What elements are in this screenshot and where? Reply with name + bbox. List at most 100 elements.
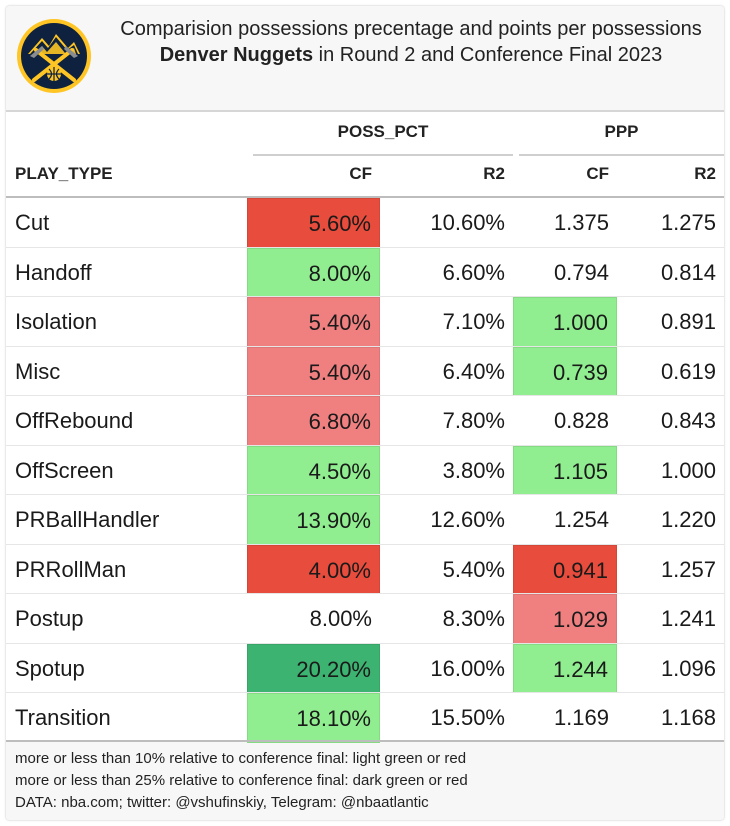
cell-poss-cf: 8.00% — [309, 606, 372, 631]
row-play-type: Transition — [15, 705, 111, 730]
row-divider — [6, 593, 724, 594]
row-divider — [6, 246, 724, 248]
title-line-2-rest: in Round 2 and Conference Final 2023 — [313, 44, 663, 66]
cell-ppp-cf: 1.375 — [553, 210, 609, 235]
cell-poss-r2: 5.40% — [442, 556, 505, 582]
column-header-ppp-r2: R2 — [694, 164, 716, 183]
cell-poss-cf: 4.50% — [247, 445, 380, 495]
group-header-ppp: PPP — [604, 122, 639, 141]
cell-poss-cf: 4.00% — [247, 544, 380, 594]
cell-poss-cf: 5.40% — [247, 297, 380, 347]
row-divider — [6, 494, 724, 495]
cell-poss-r2: 8.30% — [442, 606, 505, 631]
footer-note-10pct: more or less than 10% relative to confer… — [15, 750, 467, 767]
cell-ppp-r2: 1.275 — [660, 210, 716, 235]
cell-poss-r2: 7.10% — [442, 309, 505, 334]
cell-ppp-cf: 0.828 — [553, 408, 609, 433]
row-play-type: Postup — [15, 606, 84, 631]
cell-ppp-cf: 1.254 — [553, 507, 609, 532]
cell-ppp-cf: 0.739 — [513, 346, 617, 396]
cell-ppp-r2: 1.000 — [660, 457, 716, 483]
table-row: Handoff 8.00% 6.60% 0.794 0.814 — [6, 247, 724, 297]
cell-ppp-cf: 0.794 — [553, 259, 609, 285]
row-play-type: OffRebound — [15, 408, 134, 433]
group-header-poss-pct: POSS_PCT — [337, 122, 429, 141]
table-header: Comparision possessions precentage and p… — [6, 6, 724, 106]
cell-poss-cf: 8.00% — [247, 247, 380, 297]
cell-poss-cf: 13.90% — [247, 495, 380, 545]
cell-ppp-r2: 1.257 — [660, 556, 716, 582]
cell-poss-cf: 5.60% — [247, 198, 380, 248]
header-divider — [6, 196, 724, 198]
row-divider — [6, 692, 724, 693]
row-divider — [6, 296, 724, 297]
cell-poss-r2: 15.50% — [430, 705, 505, 730]
row-play-type: Cut — [15, 210, 50, 235]
table-row: Isolation 5.40% 7.10% 1.000 0.891 — [6, 297, 724, 347]
footer-notes: more or less than 10% relative to confer… — [15, 748, 468, 814]
cell-poss-r2: 6.40% — [442, 358, 505, 384]
row-play-type: Spotup — [15, 655, 85, 681]
title-line-2: Denver Nuggets in Round 2 and Conference… — [101, 42, 721, 68]
row-divider — [6, 543, 724, 545]
cell-ppp-cf: 1.000 — [513, 297, 617, 347]
table-top-divider — [6, 110, 724, 112]
data-table: POSS_PCT PPP PLAY_TYPE CF R2 CF R2 Cut 5.… — [6, 110, 724, 743]
cell-ppp-r2: 0.843 — [660, 408, 716, 433]
cell-ppp-cf: 1.105 — [513, 445, 617, 495]
table-row: OffScreen 4.50% 3.80% 1.105 1.000 — [6, 445, 724, 495]
table-row: PRRollMan 4.00% 5.40% 0.941 1.257 — [6, 544, 724, 594]
row-divider — [6, 395, 724, 396]
denver-nuggets-logo-icon — [17, 19, 91, 93]
column-header-ppp-cf: CF — [586, 164, 609, 183]
cell-ppp-r2: 1.096 — [660, 655, 716, 681]
cell-poss-r2: 6.60% — [442, 259, 505, 285]
footer-note-25pct: more or less than 25% relative to confer… — [15, 772, 468, 789]
row-divider — [6, 642, 724, 644]
cell-ppp-cf: 1.169 — [553, 705, 609, 730]
table-card: Comparision possessions precentage and p… — [6, 6, 724, 820]
row-play-type: Isolation — [15, 309, 97, 334]
cell-ppp-cf: 1.244 — [513, 643, 617, 693]
row-play-type: PRRollMan — [15, 556, 127, 582]
group-divider-ppp — [519, 154, 724, 156]
column-header-play-type: PLAY_TYPE — [15, 164, 113, 183]
title-team: Denver Nuggets — [159, 44, 314, 66]
cell-poss-r2: 16.00% — [430, 655, 505, 681]
table-row: Transition 18.10% 15.50% 1.169 1.168 — [6, 693, 724, 743]
row-divider — [6, 444, 724, 446]
column-header-poss-cf: CF — [349, 164, 372, 183]
cell-poss-cf: 5.40% — [247, 346, 380, 396]
row-play-type: Misc — [15, 358, 61, 384]
row-divider — [6, 345, 724, 347]
title-line-1: Comparision possessions precentage and p… — [120, 18, 702, 40]
table-bottom-divider — [6, 740, 724, 742]
column-header-poss-r2: R2 — [483, 164, 505, 183]
footer-source: DATA: nba.com; twitter: @vshufinskiy, Te… — [15, 794, 429, 811]
table-row: Misc 5.40% 6.40% 0.739 0.619 — [6, 346, 724, 396]
cell-poss-cf: 18.10% — [247, 693, 380, 743]
cell-ppp-r2: 0.619 — [660, 358, 716, 384]
cell-ppp-cf: 0.941 — [513, 544, 617, 594]
cell-ppp-r2: 1.168 — [660, 705, 716, 730]
cell-poss-cf: 20.20% — [247, 643, 380, 693]
cell-poss-r2: 10.60% — [430, 210, 505, 235]
cell-ppp-r2: 0.891 — [660, 309, 716, 334]
table-row: PRBallHandler 13.90% 12.60% 1.254 1.220 — [6, 495, 724, 545]
row-play-type: OffScreen — [15, 457, 114, 483]
chart-title: Comparision possessions precentage and p… — [101, 16, 721, 68]
table-row: Cut 5.60% 10.60% 1.375 1.275 — [6, 198, 724, 248]
cell-ppp-r2: 1.220 — [660, 507, 716, 532]
cell-ppp-r2: 1.241 — [660, 606, 716, 631]
cell-ppp-r2: 0.814 — [660, 259, 716, 285]
table-row: Postup 8.00% 8.30% 1.029 1.241 — [6, 594, 724, 644]
cell-poss-r2: 12.60% — [430, 507, 505, 532]
table-row: OffRebound 6.80% 7.80% 0.828 0.843 — [6, 396, 724, 446]
row-play-type: Handoff — [15, 259, 92, 285]
group-divider-poss-pct — [253, 154, 513, 156]
cell-poss-r2: 7.80% — [442, 408, 505, 433]
cell-ppp-cf: 1.029 — [513, 594, 617, 644]
cell-poss-r2: 3.80% — [442, 457, 505, 483]
row-play-type: PRBallHandler — [15, 507, 160, 532]
cell-poss-cf: 6.80% — [247, 396, 380, 446]
